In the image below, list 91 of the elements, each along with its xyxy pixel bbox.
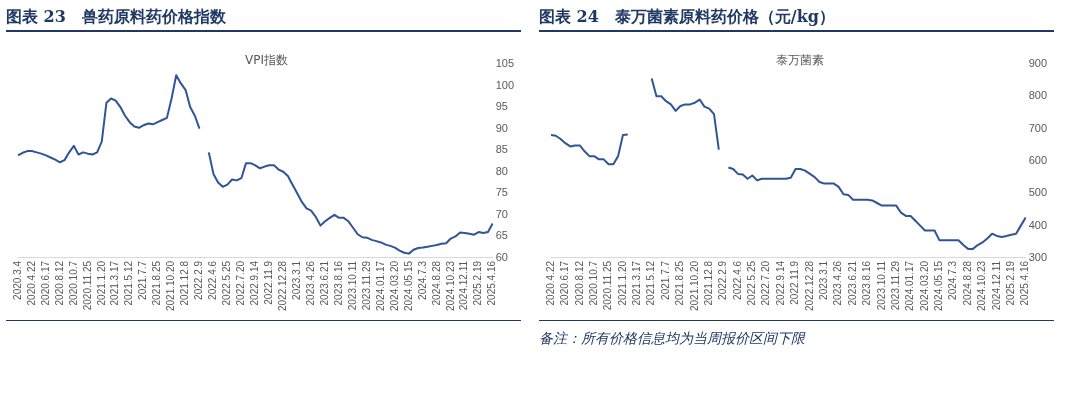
chart-subtitle: 泰万菌素 [775, 53, 824, 67]
x-tick-label: 2024.10.23 [976, 260, 988, 312]
y-tick-label: 900 [1028, 57, 1048, 70]
x-tick-label: 2024.03.20 [388, 260, 400, 312]
x-tick-label: 2024.03.20 [918, 260, 930, 312]
x-tick-label: 2020.10.7 [587, 260, 599, 306]
x-tick-label: 2022.5.25 [221, 260, 233, 306]
x-tick-label: 2024.7.3 [416, 260, 428, 300]
y-tick-label: 800 [1028, 89, 1048, 102]
x-tick-label: 2023.6.21 [846, 260, 858, 306]
y-tick-label: 65 [495, 229, 508, 242]
x-tick-label: 2021.10.20 [165, 260, 177, 312]
chart-title: 图表 23 兽药原料药价格指数 [6, 0, 521, 32]
x-tick-label: 2022.9.14 [249, 260, 261, 306]
x-tick-label: 2020.3.4 [11, 260, 23, 300]
chart-subtitle: VPI指数 [245, 53, 288, 67]
x-tick-label: 2025.4.16 [1019, 260, 1031, 306]
x-tick-label: 2024.01.17 [904, 260, 916, 312]
x-tick-label: 2021.1.20 [95, 260, 107, 306]
x-tick-label: 2022.2.9 [717, 260, 729, 300]
x-tick-label: 2021.3.17 [109, 260, 121, 306]
x-tick-label: 2025.4.16 [486, 260, 498, 306]
x-tick-label: 2021.5.12 [123, 260, 135, 306]
x-tick-label: 2022.7.20 [235, 260, 247, 306]
x-tick-label: 2020.11.25 [602, 260, 614, 311]
x-tick-label: 2022.12.28 [803, 260, 815, 312]
x-tick-label: 2023.8.16 [332, 260, 344, 306]
x-tick-label: 2022.2.9 [193, 260, 205, 300]
x-tick-label: 2023.3.1 [290, 260, 302, 300]
x-tick-label: 2025.2.19 [1005, 260, 1017, 306]
x-tick-label: 2024.8.28 [430, 260, 442, 306]
y-tick-label: 100 [495, 78, 515, 91]
y-tick-label: 300 [1028, 250, 1048, 263]
x-tick-label: 2020.11.25 [81, 260, 93, 311]
x-tick-label: 2024.12.11 [990, 260, 1002, 311]
chart-title: 图表 24 泰万菌素原料药价格（元/kg） [539, 0, 1054, 32]
x-tick-label: 2025.2.19 [472, 260, 484, 306]
y-tick-label: 400 [1028, 218, 1048, 231]
x-tick-label: 2022.11.9 [263, 260, 275, 305]
y-tick-label: 500 [1028, 186, 1048, 199]
x-tick-label: 2024.05.15 [402, 260, 414, 312]
x-tick-label: 2021.8.25 [151, 260, 163, 306]
y-tick-label: 85 [495, 143, 508, 156]
x-tick-label: 2023.11.29 [360, 260, 372, 311]
x-tick-label: 2020.4.22 [544, 260, 556, 306]
y-tick-label: 90 [495, 121, 508, 134]
y-tick-label: 80 [495, 164, 508, 177]
x-tick-label: 2020.8.12 [573, 260, 585, 306]
x-tick-label: 2024.8.28 [961, 260, 973, 306]
x-tick-label: 2021.12.8 [702, 260, 714, 306]
x-tick-label: 2023.10.11 [346, 260, 358, 311]
x-tick-label: 2024.12.11 [458, 260, 470, 311]
x-tick-label: 2022.9.14 [774, 260, 786, 306]
x-tick-label: 2023.11.29 [889, 260, 901, 311]
y-tick-label: 70 [495, 207, 508, 220]
x-tick-label: 2020.10.7 [67, 260, 79, 306]
x-tick-label: 2020.6.17 [559, 260, 571, 306]
x-tick-label: 2021.7.7 [137, 260, 149, 300]
x-tick-label: 2023.4.26 [304, 260, 316, 306]
x-tick-label: 2022.4.6 [731, 260, 743, 300]
x-tick-label: 2020.4.22 [25, 260, 37, 306]
x-tick-label: 2020.6.17 [39, 260, 51, 306]
x-tick-label: 2024.05.15 [933, 260, 945, 312]
y-tick-label: 95 [495, 100, 508, 113]
x-tick-label: 2024.10.23 [444, 260, 456, 312]
x-tick-label: 2023.8.16 [861, 260, 873, 306]
y-tick-label: 105 [495, 57, 515, 70]
x-tick-label: 2021.7.7 [659, 260, 671, 300]
y-tick-label: 600 [1028, 154, 1048, 167]
x-tick-label: 2024.7.3 [947, 260, 959, 300]
x-tick-label: 2023.4.26 [832, 260, 844, 306]
x-tick-label: 2022.7.20 [760, 260, 772, 306]
x-tick-label: 2022.4.6 [207, 260, 219, 300]
x-tick-label: 2022.11.9 [789, 260, 801, 305]
x-tick-label: 2020.8.12 [53, 260, 65, 306]
x-tick-label: 2021.1.20 [616, 260, 628, 306]
x-tick-label: 2021.12.8 [179, 260, 191, 306]
y-tick-label: 700 [1028, 121, 1048, 134]
x-tick-label: 2023.3.1 [818, 260, 830, 300]
x-tick-label: 2024.01.17 [374, 260, 386, 312]
y-tick-label: 75 [495, 186, 508, 199]
x-tick-label: 2021.5.12 [645, 260, 657, 306]
x-tick-label: 2023.6.21 [318, 260, 330, 306]
x-tick-label: 2022.12.28 [276, 260, 288, 312]
x-tick-label: 2023.10.11 [875, 260, 887, 311]
x-tick-label: 2022.5.25 [746, 260, 758, 306]
text: 备注：所有价格信息均为当周报价区间下限 [539, 320, 1054, 367]
x-tick-label: 2021.10.20 [688, 260, 700, 312]
x-tick-label: 2021.8.25 [674, 260, 686, 306]
y-tick-label: 60 [495, 250, 508, 263]
x-tick-label: 2021.3.17 [631, 260, 643, 306]
